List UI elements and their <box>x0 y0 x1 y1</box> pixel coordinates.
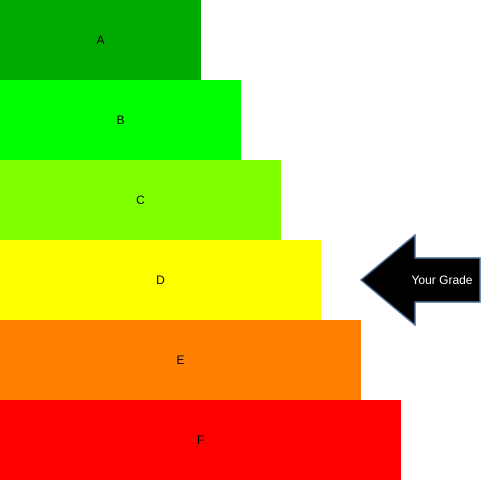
grade-label-c: C <box>136 193 145 207</box>
grade-bar-f: F <box>0 400 401 480</box>
grade-bar-a: A <box>0 0 201 80</box>
left-arrow-icon <box>360 234 481 326</box>
grade-label-a: A <box>96 33 105 47</box>
grade-bar-d: D <box>0 240 321 320</box>
grade-label-e: E <box>176 353 185 367</box>
grade-bar-b: B <box>0 80 241 160</box>
grade-label-b: B <box>116 113 125 127</box>
your-grade-label: Your Grade <box>411 273 473 287</box>
grade-label-d: D <box>156 273 165 287</box>
grade-bar-e: E <box>0 320 361 400</box>
your-grade-indicator: Your Grade <box>360 234 481 326</box>
grade-bar-c: C <box>0 160 281 240</box>
grade-label-f: F <box>196 433 205 447</box>
